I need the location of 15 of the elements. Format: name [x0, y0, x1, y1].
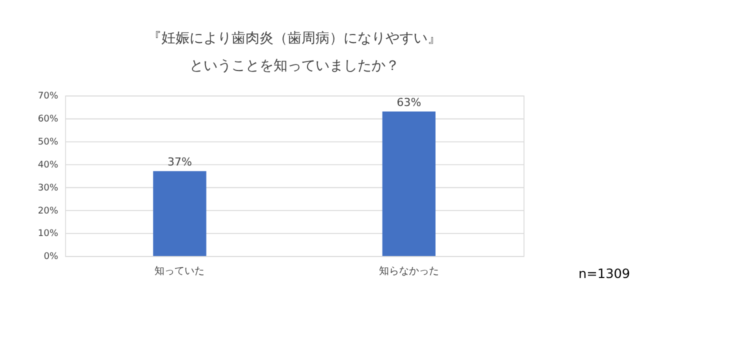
text: n=1309 — [578, 266, 630, 282]
y-tick-label: 10% — [38, 228, 59, 240]
x-tick-label: 知っていた — [154, 264, 205, 277]
y-tick-label: 20% — [38, 205, 59, 216]
y-tick-label: 70% — [38, 90, 59, 102]
y-tick-label: 60% — [38, 114, 59, 125]
y-tick-label: 50% — [38, 136, 59, 148]
text: 『妊娠により歯肉炎（歯周病）になりやすい』 — [147, 30, 442, 46]
y-tick-label: 40% — [38, 159, 59, 170]
text: ということを知っていましたか？ — [189, 58, 400, 74]
y-tick-label: 30% — [38, 182, 59, 194]
y-tick-label: 0% — [44, 251, 59, 262]
data-label: 37% — [167, 156, 192, 169]
x-tick-label: 知らなかった — [378, 264, 439, 277]
data-label: 63% — [396, 96, 422, 110]
